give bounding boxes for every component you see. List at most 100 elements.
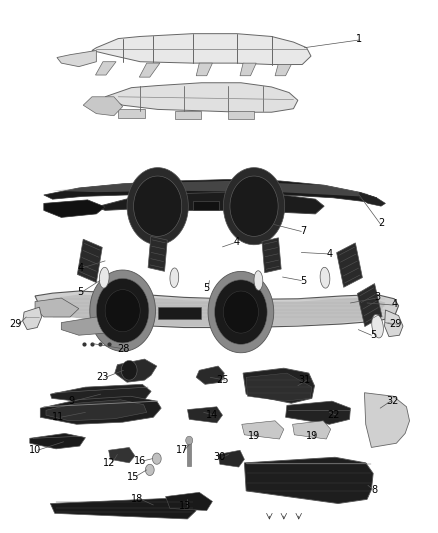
Text: 31: 31 — [298, 375, 311, 385]
Polygon shape — [193, 200, 219, 211]
Text: 17: 17 — [176, 445, 188, 455]
Text: 11: 11 — [52, 413, 64, 422]
Polygon shape — [134, 176, 182, 236]
Polygon shape — [240, 63, 256, 76]
Polygon shape — [83, 97, 123, 116]
Polygon shape — [46, 400, 147, 421]
Text: 4: 4 — [326, 249, 332, 259]
Polygon shape — [127, 167, 188, 245]
Polygon shape — [92, 34, 311, 64]
Polygon shape — [115, 359, 157, 382]
Polygon shape — [61, 317, 114, 335]
Polygon shape — [223, 291, 258, 333]
Polygon shape — [262, 238, 281, 273]
Polygon shape — [152, 453, 161, 464]
Text: 1: 1 — [356, 34, 362, 44]
Polygon shape — [359, 192, 385, 206]
Polygon shape — [109, 447, 135, 463]
Text: 5: 5 — [370, 329, 376, 340]
Polygon shape — [196, 366, 224, 384]
Polygon shape — [196, 63, 212, 76]
Polygon shape — [121, 360, 137, 380]
Polygon shape — [40, 396, 161, 424]
Polygon shape — [275, 64, 291, 76]
Polygon shape — [170, 268, 179, 287]
Polygon shape — [139, 63, 160, 77]
Text: 5: 5 — [77, 287, 83, 297]
Polygon shape — [158, 307, 201, 319]
Polygon shape — [96, 278, 149, 343]
Polygon shape — [228, 111, 254, 119]
Text: 4: 4 — [392, 300, 398, 309]
Polygon shape — [223, 167, 285, 245]
Polygon shape — [215, 280, 267, 344]
Polygon shape — [208, 271, 274, 353]
Polygon shape — [35, 298, 79, 317]
Polygon shape — [242, 421, 284, 439]
Text: 30: 30 — [214, 453, 226, 462]
Polygon shape — [145, 464, 154, 475]
Polygon shape — [243, 368, 314, 403]
Text: 22: 22 — [328, 410, 340, 420]
Polygon shape — [23, 307, 42, 329]
Polygon shape — [53, 181, 368, 196]
Text: 2: 2 — [378, 218, 384, 228]
Polygon shape — [230, 176, 278, 236]
Polygon shape — [187, 442, 191, 466]
Text: 29: 29 — [9, 319, 21, 329]
Polygon shape — [254, 271, 263, 290]
Polygon shape — [166, 492, 212, 511]
Text: 12: 12 — [103, 458, 116, 468]
Polygon shape — [218, 450, 244, 467]
Polygon shape — [78, 239, 102, 282]
Polygon shape — [337, 243, 362, 287]
Text: 10: 10 — [29, 445, 41, 455]
Text: 7: 7 — [300, 227, 306, 237]
Text: 3: 3 — [374, 293, 381, 302]
Polygon shape — [99, 267, 109, 288]
Polygon shape — [246, 373, 312, 401]
Text: 18: 18 — [131, 494, 143, 504]
Polygon shape — [35, 291, 399, 327]
Text: 4: 4 — [77, 263, 83, 273]
Text: 9: 9 — [68, 396, 74, 406]
Polygon shape — [44, 200, 105, 217]
Polygon shape — [44, 180, 377, 202]
Text: 25: 25 — [216, 375, 229, 385]
Polygon shape — [244, 457, 373, 504]
Text: 8: 8 — [371, 484, 378, 495]
Text: 28: 28 — [117, 344, 130, 354]
Text: 14: 14 — [206, 410, 219, 420]
Polygon shape — [187, 407, 223, 423]
Text: 29: 29 — [389, 319, 401, 329]
Polygon shape — [105, 83, 298, 112]
Text: 4: 4 — [233, 237, 240, 247]
Polygon shape — [118, 109, 145, 118]
Text: 32: 32 — [386, 396, 398, 406]
Polygon shape — [364, 393, 410, 447]
Polygon shape — [372, 314, 383, 338]
Polygon shape — [90, 270, 155, 351]
Polygon shape — [96, 192, 324, 214]
Polygon shape — [357, 284, 382, 327]
Polygon shape — [105, 289, 140, 332]
Polygon shape — [385, 310, 403, 337]
Polygon shape — [320, 268, 330, 288]
Polygon shape — [48, 295, 385, 326]
Polygon shape — [293, 421, 331, 439]
Polygon shape — [50, 498, 196, 519]
Polygon shape — [175, 111, 201, 119]
Text: 16: 16 — [134, 456, 146, 466]
Polygon shape — [286, 401, 350, 424]
Text: 13: 13 — [179, 502, 191, 511]
Polygon shape — [186, 436, 193, 445]
Text: 15: 15 — [127, 472, 140, 482]
Polygon shape — [30, 433, 85, 449]
Text: 19: 19 — [306, 431, 318, 441]
Polygon shape — [50, 384, 151, 403]
Polygon shape — [148, 237, 167, 271]
Polygon shape — [95, 62, 116, 75]
Text: 23: 23 — [97, 373, 109, 382]
Text: 5: 5 — [300, 276, 306, 286]
Text: 19: 19 — [248, 431, 260, 441]
